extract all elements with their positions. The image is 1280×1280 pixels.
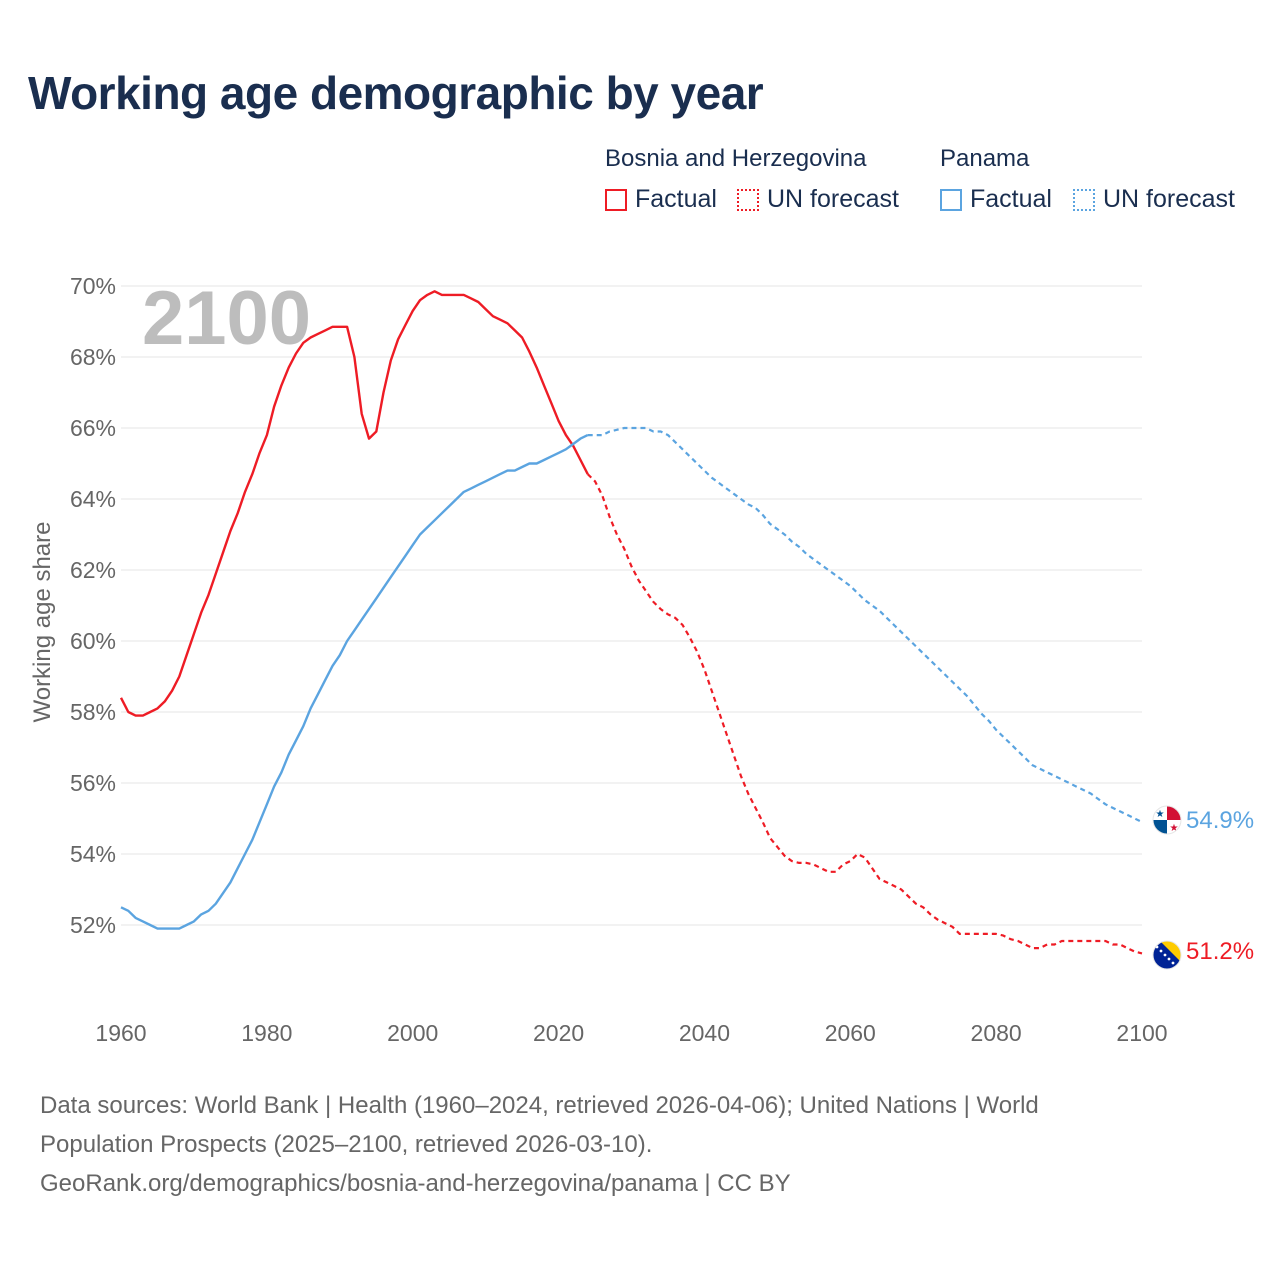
legend-panama-factual[interactable]: Factual — [940, 185, 1052, 214]
panama-end-label: 54.9% — [1186, 807, 1254, 834]
legend-title-panama: Panama — [940, 145, 1030, 172]
svg-text:★: ★ — [1156, 809, 1165, 820]
grid — [121, 285, 1142, 926]
y-tick-label: 62% — [70, 557, 116, 583]
x-tick-label: 2060 — [825, 1020, 876, 1046]
x-tick-label: 2100 — [1116, 1020, 1167, 1046]
y-tick-label: 56% — [70, 770, 116, 796]
footer-line: Population Prospects (2025–2100, retriev… — [40, 1131, 653, 1158]
bosnia-end-label: 51.2% — [1186, 938, 1254, 965]
y-tick-label: 54% — [70, 841, 116, 867]
footer-line: Data sources: World Bank | Health (1960–… — [40, 1092, 1039, 1119]
y-tick-label: 58% — [70, 699, 116, 725]
svg-text:★: ★ — [1170, 823, 1179, 834]
x-tick-label: 1960 — [95, 1020, 146, 1046]
y-axis-ticks: 52% 54% 56% 58% 60% 62% 64% 66% 68% 70% — [70, 273, 116, 938]
legend-label: UN forecast — [767, 185, 899, 213]
panama-flag-icon: ★ ★ — [1152, 805, 1182, 835]
y-tick-label: 52% — [70, 912, 116, 938]
x-tick-label: 2080 — [971, 1020, 1022, 1046]
footer-sources: Data sources: World Bank | Health (1960–… — [40, 1086, 1240, 1203]
x-tick-label: 2020 — [533, 1020, 584, 1046]
panama-forecast-line — [587, 426, 1143, 824]
legend-swatch-dotted — [1073, 188, 1095, 211]
y-tick-label: 64% — [70, 486, 116, 512]
legend-label: UN forecast — [1103, 185, 1235, 213]
legend-bosnia-forecast[interactable]: UN forecast — [737, 185, 899, 214]
x-tick-label: 2040 — [679, 1020, 730, 1046]
chart-title: Working age demographic by year — [28, 67, 764, 119]
bosnia-and-herzegovina-factual-line — [119, 290, 589, 717]
legend-label: Factual — [970, 185, 1052, 213]
y-tick-label: 68% — [70, 344, 116, 370]
legend-swatch-dotted — [737, 188, 759, 211]
legend-swatch-solid — [605, 188, 627, 211]
legend-panama-forecast[interactable]: UN forecast — [1073, 185, 1235, 214]
year-watermark: 2100 — [142, 276, 311, 361]
bosnia-and-herzegovina-forecast-line — [586, 473, 1143, 955]
y-tick-label: 60% — [70, 628, 116, 654]
y-tick-label: 66% — [70, 415, 116, 441]
y-axis-label: Working age share — [29, 522, 56, 723]
legend-label: Factual — [635, 185, 717, 213]
x-axis-ticks: 1960 1980 2000 2020 2040 2060 2080 2100 — [95, 1020, 1167, 1046]
y-tick-label: 70% — [70, 273, 116, 299]
x-tick-label: 2000 — [387, 1020, 438, 1046]
panama-factual-line — [120, 434, 589, 930]
legend-title-bosnia: Bosnia and Herzegovina — [605, 145, 867, 172]
series-lines — [119, 290, 1143, 955]
legend-bosnia-factual[interactable]: Factual — [605, 185, 717, 214]
x-tick-label: 1980 — [241, 1020, 292, 1046]
legend-swatch-solid — [940, 188, 962, 211]
bosnia-flag-icon — [1152, 940, 1182, 970]
footer-line: GeoRank.org/demographics/bosnia-and-herz… — [40, 1170, 791, 1197]
